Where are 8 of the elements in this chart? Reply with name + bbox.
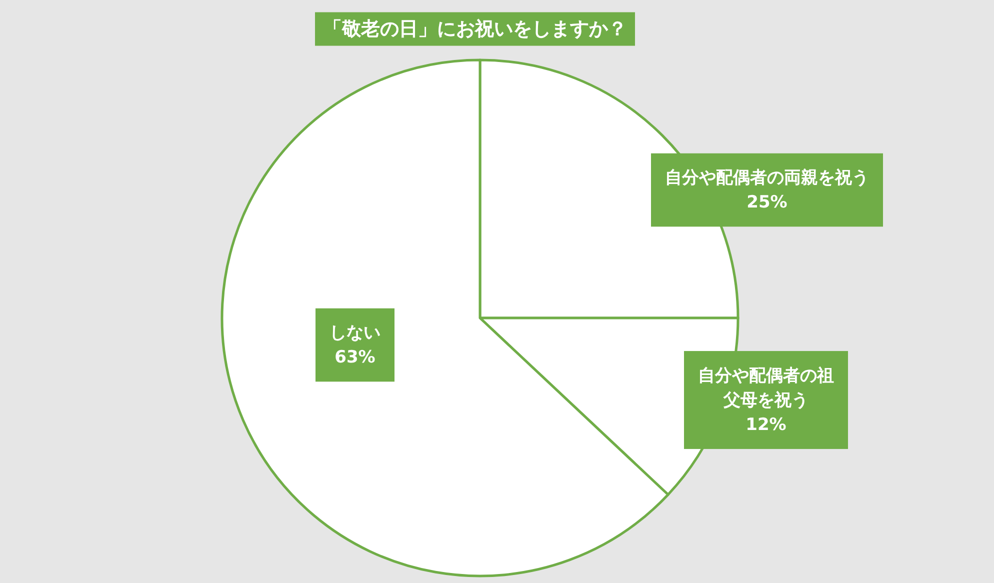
slice-label: 自分や配偶者の祖父母を祝う [698, 366, 834, 410]
data-label: 12% [746, 415, 786, 436]
slice-label: しない [330, 323, 380, 344]
data-label: 63% [334, 348, 376, 368]
title: 「敬老の日」にお祝いをしますか？ [315, 12, 635, 46]
slice-label: 自分や配偶者の両親を祝う [665, 168, 869, 188]
data-label: 25% [746, 192, 788, 213]
chart-title: 「敬老の日」にお祝いをしますか？ [323, 18, 627, 40]
